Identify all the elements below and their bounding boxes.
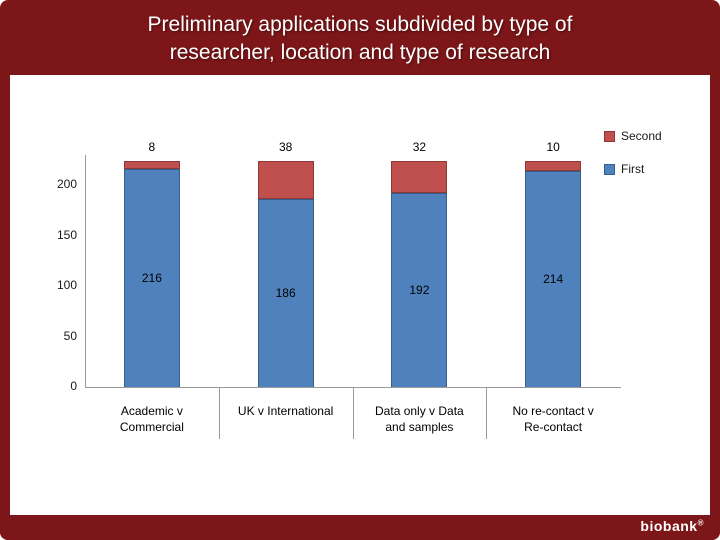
category-label-line: Academic v bbox=[120, 404, 183, 418]
data-label-second: 32 bbox=[412, 139, 427, 154]
data-label-second: 10 bbox=[546, 139, 560, 154]
data-label-second: 8 bbox=[148, 139, 156, 154]
slide-title: Preliminary applications subdivided by t… bbox=[0, 0, 720, 75]
y-axis-tick-label: 100 bbox=[56, 278, 77, 292]
slide-title-line-1: Preliminary applications subdivided by t… bbox=[147, 13, 573, 36]
bar-segment-first bbox=[525, 170, 582, 387]
slide-title-line-2: researcher, location and type of researc… bbox=[169, 41, 551, 64]
category-separator-line bbox=[218, 387, 220, 439]
category-label-line: Data only v Data bbox=[375, 404, 464, 418]
y-axis-tick-label: 150 bbox=[56, 227, 77, 242]
category-separator-line bbox=[352, 387, 354, 439]
category-label-line: No re-contact v bbox=[512, 404, 594, 418]
data-label-second: 38 bbox=[278, 139, 293, 154]
category-label-line: Re-contact bbox=[524, 420, 583, 434]
bar-segment-first bbox=[391, 193, 448, 387]
chart-panel: 0 50 100 150 200 216 8 Academic v Commercial 186 3… bbox=[10, 75, 710, 515]
legend-swatch-first bbox=[604, 163, 615, 175]
bar-segment-second bbox=[123, 160, 180, 169]
data-label-first: 214 bbox=[543, 271, 564, 286]
category-separator-line bbox=[486, 387, 488, 439]
category-label-line: and samples bbox=[385, 420, 454, 434]
data-label-first: 192 bbox=[409, 283, 430, 298]
data-label-first: 216 bbox=[141, 270, 162, 285]
category-label-line: Commercial bbox=[119, 420, 184, 434]
legend-label-second: Second bbox=[621, 129, 662, 143]
y-axis-tick-label: 200 bbox=[56, 177, 77, 191]
legend-item-first: First bbox=[604, 162, 644, 176]
category-label: Academic v Commercial bbox=[86, 403, 218, 435]
bar-segment-first bbox=[123, 168, 180, 387]
bar-segment-second bbox=[257, 160, 314, 200]
biobank-logo: biobank® bbox=[640, 518, 704, 534]
bar-segment-second bbox=[391, 160, 448, 194]
category-label: UK v International bbox=[220, 403, 352, 419]
category-label-line: UK v International bbox=[237, 404, 334, 418]
y-axis-line bbox=[85, 155, 86, 387]
stacked-bar-chart: 0 50 100 150 200 216 8 Academic v Commercial 186 3… bbox=[10, 75, 710, 515]
legend-label-first: First bbox=[621, 162, 645, 176]
category-label: Data only v Data and samples bbox=[353, 403, 485, 435]
data-label-first: 186 bbox=[275, 286, 296, 301]
y-axis-tick-label: 50 bbox=[63, 328, 77, 343]
legend-swatch-second bbox=[604, 130, 615, 142]
biobank-logo-trademark: ® bbox=[697, 518, 704, 528]
y-axis-tick-label: 0 bbox=[70, 379, 77, 393]
category-label: No re-contact v Re-contact bbox=[487, 403, 619, 435]
legend-item-second: Second bbox=[604, 129, 662, 143]
bar-segment-first bbox=[257, 199, 314, 387]
footer-bar: biobank® bbox=[0, 515, 720, 540]
biobank-logo-text: biobank bbox=[640, 518, 698, 534]
bar-segment-second bbox=[525, 160, 582, 171]
